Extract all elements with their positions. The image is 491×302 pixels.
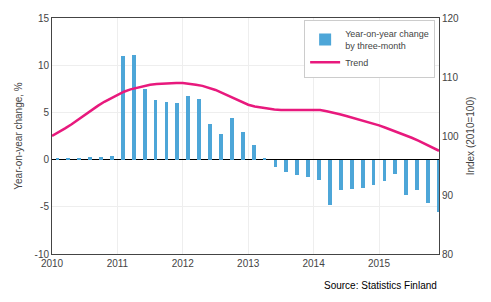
svg-text:90: 90 xyxy=(442,190,454,201)
svg-text:Source: Statistics Finland: Source: Statistics Finland xyxy=(324,280,437,291)
svg-text:-10: -10 xyxy=(35,249,50,260)
svg-text:2010: 2010 xyxy=(41,258,64,269)
svg-text:80: 80 xyxy=(442,249,454,260)
svg-text:100: 100 xyxy=(442,131,459,142)
svg-text:Trend: Trend xyxy=(345,58,368,68)
svg-text:-5: -5 xyxy=(40,201,49,212)
svg-text:10: 10 xyxy=(38,60,50,71)
svg-text:5: 5 xyxy=(43,107,49,118)
svg-text:2013: 2013 xyxy=(237,258,260,269)
svg-text:0: 0 xyxy=(43,154,49,165)
svg-text:2011: 2011 xyxy=(107,258,129,269)
svg-text:120: 120 xyxy=(442,13,459,24)
svg-text:Index (2010=100): Index (2010=100) xyxy=(465,97,476,176)
svg-text:2015: 2015 xyxy=(368,258,391,269)
svg-text:Year-on-year change, %: Year-on-year change, % xyxy=(13,82,24,190)
svg-text:15: 15 xyxy=(38,13,50,24)
svg-text:Year-on-year changeby three-mo: Year-on-year changeby three-month xyxy=(345,29,429,51)
svg-text:2014: 2014 xyxy=(302,258,325,269)
svg-text:110: 110 xyxy=(442,72,458,83)
svg-text:2012: 2012 xyxy=(172,258,195,269)
